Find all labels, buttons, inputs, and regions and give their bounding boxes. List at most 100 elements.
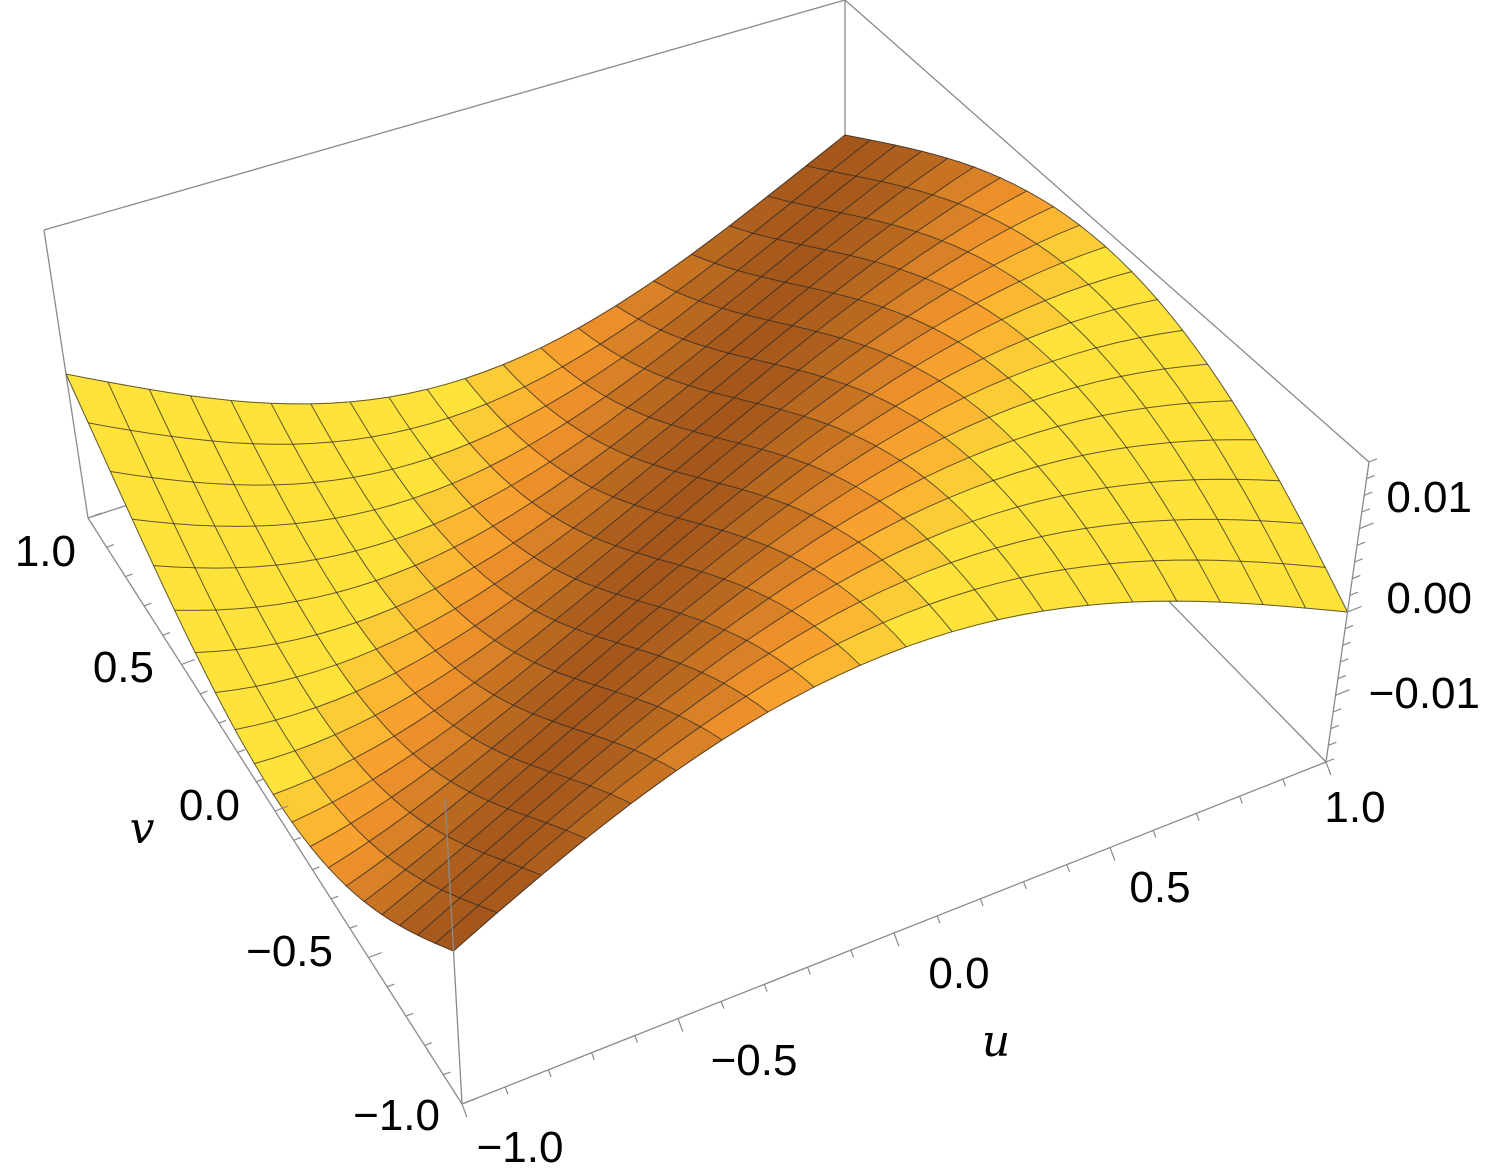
tick-mark: [293, 837, 302, 841]
tick-mark: [424, 1042, 433, 1046]
mesh-line-u: [502, 364, 953, 633]
mesh-line-u: [540, 347, 999, 621]
v-axis-label: v: [130, 803, 155, 854]
tick-mark: [1347, 605, 1362, 613]
tick-mark: [936, 915, 941, 924]
tick-mark: [1152, 830, 1157, 838]
z-tick-label: −0.01: [1369, 669, 1480, 718]
mesh-line-u: [729, 225, 1221, 603]
tick-mark: [634, 1035, 639, 1044]
tick-mark: [181, 659, 195, 666]
tick-mark: [125, 573, 133, 578]
tick-mark: [1340, 658, 1349, 663]
tick-mark: [1330, 724, 1340, 730]
mesh-line-v: [215, 190, 1028, 693]
tick-mark: [1239, 795, 1243, 804]
mesh-line-v: [65, 134, 846, 405]
tick-mark: [1066, 864, 1071, 873]
tick-mark: [274, 805, 289, 812]
mesh-line-u: [615, 305, 1089, 606]
tick-mark: [1332, 708, 1342, 713]
tick-mark: [386, 983, 395, 988]
mesh-line-v: [153, 157, 948, 569]
v-tick-label: −0.5: [246, 927, 333, 976]
mesh-line-v: [132, 150, 922, 527]
axis-ticks: [87, 458, 1378, 1118]
tick-mark: [443, 1071, 451, 1076]
tick-mark: [720, 1001, 725, 1009]
tick-mark: [677, 1018, 684, 1032]
surface-mesh: [65, 134, 1349, 952]
u-tick-label: 1.0: [1324, 783, 1385, 832]
tick-mark: [1359, 522, 1374, 530]
u-axis-label: u: [982, 1016, 1010, 1067]
tick-mark: [461, 1103, 468, 1118]
tick-mark: [1361, 508, 1371, 513]
tick-mark: [1109, 847, 1116, 861]
mesh-line-u: [653, 280, 1134, 603]
tick-mark: [162, 631, 171, 636]
v-tick-label: −1.0: [353, 1091, 440, 1140]
tick-mark: [143, 602, 152, 607]
tick-mark: [87, 512, 102, 519]
tick-mark: [405, 1012, 414, 1017]
tick-mark: [850, 949, 855, 958]
tick-mark: [1368, 458, 1378, 463]
mesh-line-v: [174, 166, 975, 611]
tick-mark: [330, 895, 339, 900]
tick-mark: [1352, 574, 1361, 580]
mesh-line-u: [844, 134, 1348, 613]
mesh-line-v: [110, 144, 897, 486]
u-tick-label: −0.5: [711, 1036, 798, 1085]
tick-mark: [547, 1069, 552, 1078]
tick-mark: [1349, 591, 1359, 596]
tick-mark: [1342, 641, 1351, 646]
tick-mark: [1195, 813, 1200, 821]
tick-mark: [1335, 689, 1350, 696]
tick-mark: [256, 778, 264, 783]
tick-mark: [1363, 491, 1373, 496]
tick-mark: [1354, 558, 1363, 563]
tick-mark: [591, 1052, 595, 1061]
mesh-line-u: [767, 195, 1264, 605]
tick-mark: [1356, 541, 1366, 546]
tick-mark: [1325, 761, 1332, 776]
tick-mark: [1328, 741, 1337, 746]
mesh-line-v: [88, 139, 871, 445]
mesh-line-v: [254, 224, 1080, 765]
tick-mark: [1344, 624, 1354, 630]
tick-mark: [1366, 474, 1375, 480]
tick-mark: [504, 1086, 509, 1095]
v-tick-label: 1.0: [15, 527, 76, 576]
mesh-line-v: [273, 246, 1106, 795]
mesh-line-v: [195, 177, 1001, 654]
tick-mark: [807, 966, 811, 975]
box-edge: [844, 0, 1370, 463]
box-edge: [444, 797, 463, 1105]
tick-mark: [312, 866, 320, 871]
tick-mark: [237, 749, 246, 753]
tick-mark: [1325, 758, 1335, 763]
mesh-line-v: [234, 206, 1054, 731]
tick-mark: [1282, 778, 1287, 787]
tick-mark: [349, 924, 358, 929]
tick-mark: [199, 690, 208, 695]
v-tick-label: 0.5: [93, 643, 154, 692]
tick-mark: [893, 932, 900, 947]
tick-mark: [763, 984, 768, 992]
tick-mark: [461, 1098, 476, 1105]
tick-mark: [218, 719, 227, 724]
z-tick-label: 0.01: [1386, 473, 1472, 522]
tick-mark: [1337, 674, 1347, 680]
tick-mark: [106, 544, 115, 548]
u-tick-label: 0.5: [1129, 863, 1190, 912]
tick-mark: [368, 952, 382, 959]
u-tick-label: −1.0: [477, 1123, 564, 1172]
box-edge: [43, 0, 846, 231]
mesh-line-u: [578, 327, 1044, 612]
tick-mark: [1023, 881, 1027, 890]
v-tick-label: 0.0: [179, 781, 240, 830]
tick-mark: [979, 898, 984, 907]
u-tick-label: 0.0: [928, 949, 989, 998]
